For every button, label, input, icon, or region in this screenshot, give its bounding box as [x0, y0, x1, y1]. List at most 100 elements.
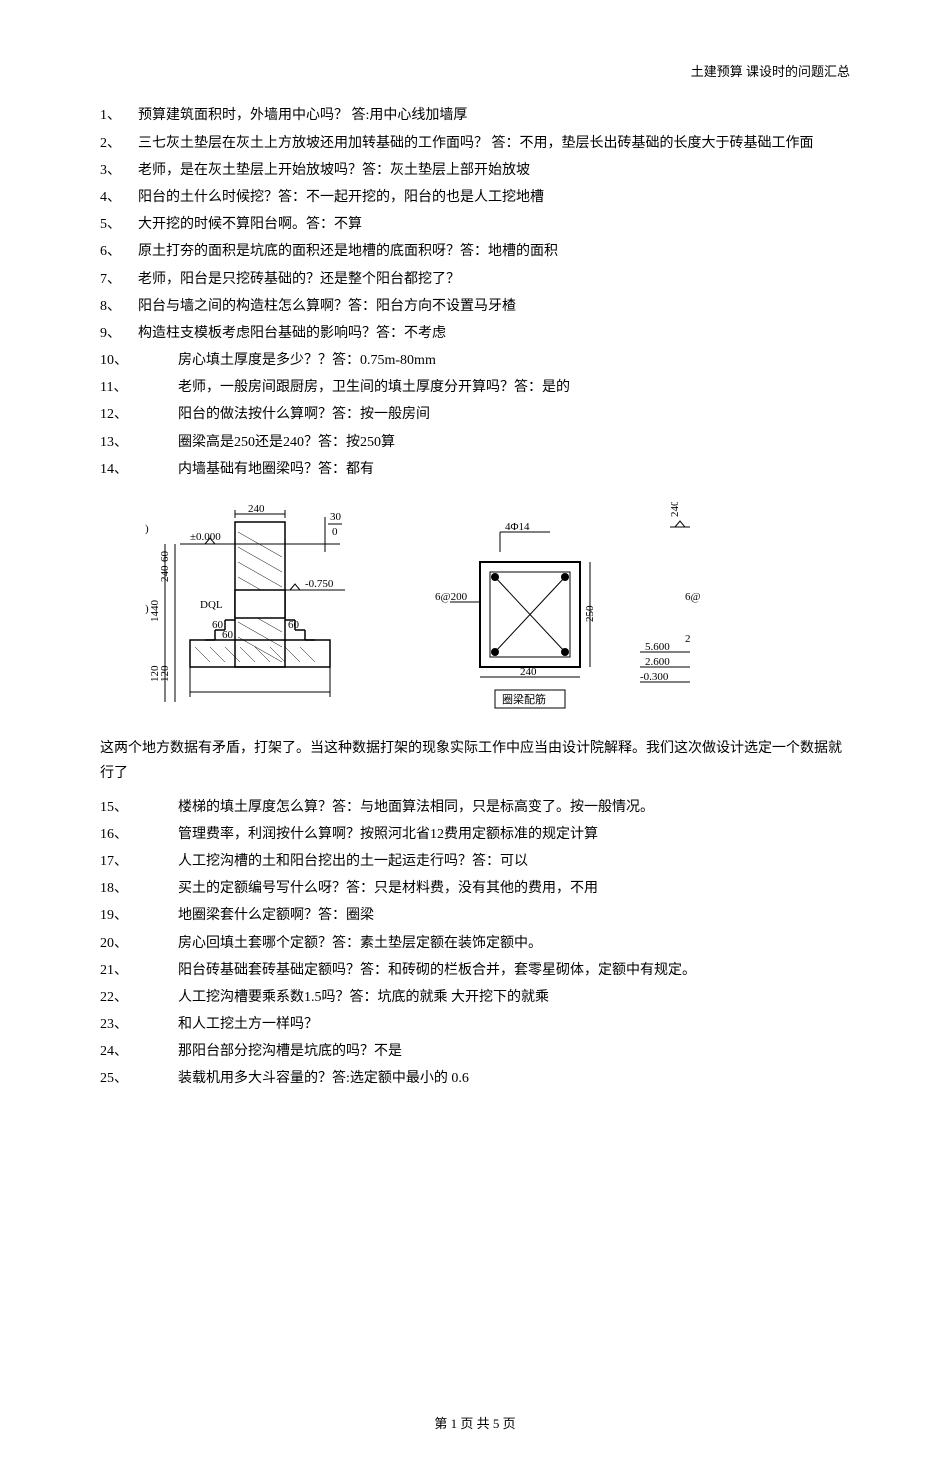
qa-text: 老师，阳台是只挖砖基础的？还是整个阳台都挖了？ [138, 267, 850, 292]
dim-label: 240 [520, 666, 537, 678]
qa-text: 原土打夯的面积是坑底的面积还是地槽的底面积呀？答：地槽的面积 [138, 239, 850, 264]
dim-label: 60 [288, 619, 300, 631]
qa-item: 6、原土打夯的面积是坑底的面积还是地槽的底面积呀？答：地槽的面积 [100, 239, 850, 264]
qa-text: 阳台与墙之间的构造柱怎么算啊？答：阳台方向不设置马牙楂 [138, 294, 850, 319]
note-paragraph: 这两个地方数据有矛盾，打架了。当这种数据打架的现象实际工作中应当由设计院解释。我… [100, 736, 850, 786]
qa-number: 14、 [100, 457, 178, 482]
dim-label: 2 [685, 633, 691, 645]
section-label: 圈梁配筋 [502, 692, 546, 706]
qa-text: 老师，一般房间跟厨房，卫生间的填土厚度分开算吗？答：是的 [178, 375, 850, 400]
qa-text: 装载机用多大斗容量的？答:选定额中最小的 0.6 [178, 1066, 850, 1091]
qa-item: 20、房心回填土套哪个定额？答：素土垫层定额在装饰定额中。 [100, 931, 850, 956]
dim-label: 240 [669, 502, 681, 517]
qa-item: 1、预算建筑面积时，外墙用中心吗？ 答:用中心线加墙厚 [100, 103, 850, 128]
technical-diagram: ) ) 240 30 0 ±0.000 DQL -0.750 [130, 502, 850, 721]
dim-label: 120 [159, 665, 171, 682]
dim-label: 0 [332, 526, 338, 538]
qa-item: 19、地圈梁套什么定额啊？答：圈梁 [100, 903, 850, 928]
qa-number: 3、 [100, 158, 138, 183]
qa-number: 2、 [100, 131, 138, 156]
level-label: 2.600 [645, 656, 670, 668]
qa-item: 9、构造柱支模板考虑阳台基础的影响吗？答：不考虑 [100, 321, 850, 346]
qa-item: 14、内墙基础有地圈梁吗？答：都有 [100, 457, 850, 482]
level-label: -0.300 [640, 671, 669, 683]
qa-number: 17、 [100, 849, 178, 874]
qa-text: 地圈梁套什么定额啊？答：圈梁 [178, 903, 850, 928]
qa-text: 圈梁高是250还是240？答：按250算 [178, 430, 850, 455]
qa-text: 三七灰土垫层在灰土上方放坡还用加转基础的工作面吗？ 答：不用，垫层长出砖基础的长… [138, 131, 850, 156]
page-footer: 第 1 页 共 5 页 [100, 1412, 850, 1435]
qa-item: 15、楼梯的填土厚度怎么算？答：与地面算法相同，只是标高变了。按一般情况。 [100, 795, 850, 820]
dim-label: 250 [584, 605, 596, 622]
qa-text: 大开挖的时候不算阳台啊。答：不算 [138, 212, 850, 237]
qa-item: 11、老师，一般房间跟厨房，卫生间的填土厚度分开算吗？答：是的 [100, 375, 850, 400]
qa-number: 9、 [100, 321, 138, 346]
qa-item: 25、装载机用多大斗容量的？答:选定额中最小的 0.6 [100, 1066, 850, 1091]
qa-text: 阳台砖基础套砖基础定额吗？答：和砖砌的栏板合并，套零星砌体，定额中有规定。 [178, 958, 850, 983]
qa-number: 1、 [100, 103, 138, 128]
qa-number: 23、 [100, 1012, 178, 1037]
qa-number: 11、 [100, 375, 178, 400]
qa-list-part2: 15、楼梯的填土厚度怎么算？答：与地面算法相同，只是标高变了。按一般情况。16、… [100, 795, 850, 1092]
qa-text: 房心填土厚度是多少？？答：0.75m-80mm [178, 348, 850, 373]
qa-number: 19、 [100, 903, 178, 928]
qa-number: 6、 [100, 239, 138, 264]
qa-item: 7、老师，阳台是只挖砖基础的？还是整个阳台都挖了？ [100, 267, 850, 292]
dim-label: 240 [159, 565, 171, 582]
qa-number: 4、 [100, 185, 138, 210]
qa-number: 24、 [100, 1039, 178, 1064]
qa-text: 人工挖沟槽要乘系数1.5吗？答：坑底的就乘 大开挖下的就乘 [178, 985, 850, 1010]
rebar-label: 6@200 [435, 591, 468, 603]
qa-item: 5、大开挖的时候不算阳台啊。答：不算 [100, 212, 850, 237]
level-label: 5.600 [645, 641, 670, 653]
dim-label: 30 [330, 511, 342, 523]
qa-text: 和人工挖土方一样吗？ [178, 1012, 850, 1037]
qa-text: 阳台的土什么时候挖？答：不一起开挖的，阳台的也是人工挖地槽 [138, 185, 850, 210]
qa-text: 管理费率，利润按什么算啊？按照河北省12费用定额标准的规定计算 [178, 822, 850, 847]
qa-item: 2、三七灰土垫层在灰土上方放坡还用加转基础的工作面吗？ 答：不用，垫层长出砖基础… [100, 131, 850, 156]
qa-text: 人工挖沟槽的土和阳台挖出的土一起运走行吗？答：可以 [178, 849, 850, 874]
qa-item: 23、和人工挖土方一样吗？ [100, 1012, 850, 1037]
qa-text: 那阳台部分挖沟槽是坑底的吗？不是 [178, 1039, 850, 1064]
rebar-label: 4Φ14 [505, 521, 530, 533]
dim-label: 240 [248, 503, 265, 515]
qa-text: 预算建筑面积时，外墙用中心吗？ 答:用中心线加墙厚 [138, 103, 850, 128]
qa-text: 阳台的做法按什么算啊？答：按一般房间 [178, 402, 850, 427]
qa-number: 8、 [100, 294, 138, 319]
qa-item: 3、老师，是在灰土垫层上开始放坡吗？答：灰土垫层上部开始放坡 [100, 158, 850, 183]
qa-item: 8、阳台与墙之间的构造柱怎么算啊？答：阳台方向不设置马牙楂 [100, 294, 850, 319]
qa-number: 15、 [100, 795, 178, 820]
dql-label: DQL [200, 599, 223, 611]
page-header: 土建预算 课设时的问题汇总 [100, 60, 850, 83]
qa-number: 21、 [100, 958, 178, 983]
dim-label: 60 [159, 551, 171, 563]
qa-text: 内墙基础有地圈梁吗？答：都有 [178, 457, 850, 482]
level-label: ±0.000 [190, 531, 221, 543]
qa-text: 楼梯的填土厚度怎么算？答：与地面算法相同，只是标高变了。按一般情况。 [178, 795, 850, 820]
qa-text: 房心回填土套哪个定额？答：素土垫层定额在装饰定额中。 [178, 931, 850, 956]
qa-item: 21、阳台砖基础套砖基础定额吗？答：和砖砌的栏板合并，套零星砌体，定额中有规定。 [100, 958, 850, 983]
rebar-label: 6@ [685, 591, 701, 603]
qa-item: 12、阳台的做法按什么算啊？答：按一般房间 [100, 402, 850, 427]
level-label: -0.750 [305, 578, 334, 590]
qa-number: 18、 [100, 876, 178, 901]
qa-number: 7、 [100, 267, 138, 292]
dim-label: 60 [222, 629, 234, 641]
qa-item: 24、那阳台部分挖沟槽是坑底的吗？不是 [100, 1039, 850, 1064]
qa-item: 17、人工挖沟槽的土和阳台挖出的土一起运走行吗？答：可以 [100, 849, 850, 874]
qa-list-part1: 1、预算建筑面积时，外墙用中心吗？ 答:用中心线加墙厚2、三七灰土垫层在灰土上方… [100, 103, 850, 482]
qa-number: 13、 [100, 430, 178, 455]
qa-item: 4、阳台的土什么时候挖？答：不一起开挖的，阳台的也是人工挖地槽 [100, 185, 850, 210]
qa-item: 18、买土的定额编号写什么呀？答：只是材料费，没有其他的费用，不用 [100, 876, 850, 901]
qa-item: 13、圈梁高是250还是240？答：按250算 [100, 430, 850, 455]
bracket-icon: ) [145, 523, 149, 535]
qa-item: 10、房心填土厚度是多少？？答：0.75m-80mm [100, 348, 850, 373]
qa-text: 老师，是在灰土垫层上开始放坡吗？答：灰土垫层上部开始放坡 [138, 158, 850, 183]
qa-item: 22、人工挖沟槽要乘系数1.5吗？答：坑底的就乘 大开挖下的就乘 [100, 985, 850, 1010]
qa-number: 25、 [100, 1066, 178, 1091]
dim-label: 1440 [149, 600, 161, 623]
qa-number: 16、 [100, 822, 178, 847]
qa-number: 10、 [100, 348, 178, 373]
qa-number: 12、 [100, 402, 178, 427]
qa-number: 22、 [100, 985, 178, 1010]
